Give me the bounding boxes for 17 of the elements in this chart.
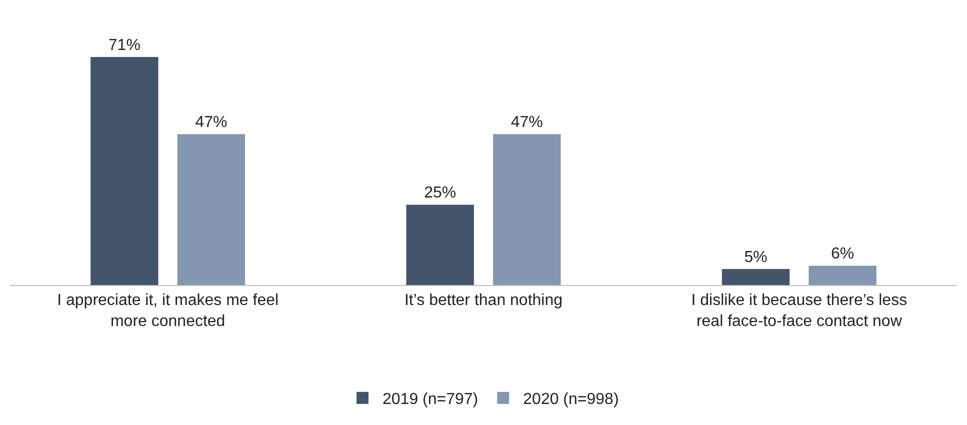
data-label: 71% [108,37,140,54]
data-label: 6% [831,246,854,263]
x-tick-label: I appreciate it, it makes me feel more connected [57,292,279,330]
data-label: 47% [195,114,228,132]
bar [406,204,474,285]
legend-label: 2019 (n=797) [382,391,478,408]
bar [722,268,790,285]
bar [808,266,876,285]
bar [493,134,561,285]
data-label: 25% [424,184,456,202]
bar [90,57,158,285]
data-label: 5% [744,248,768,266]
bar [177,134,246,285]
data-label: 47% [510,114,543,132]
legend-label: 2020 (n=998) [523,391,619,408]
x-tick-label: It’s better than nothing [404,292,563,310]
x-tick-label: I dislike it because there’s less real face-to-face contact now [691,292,908,330]
